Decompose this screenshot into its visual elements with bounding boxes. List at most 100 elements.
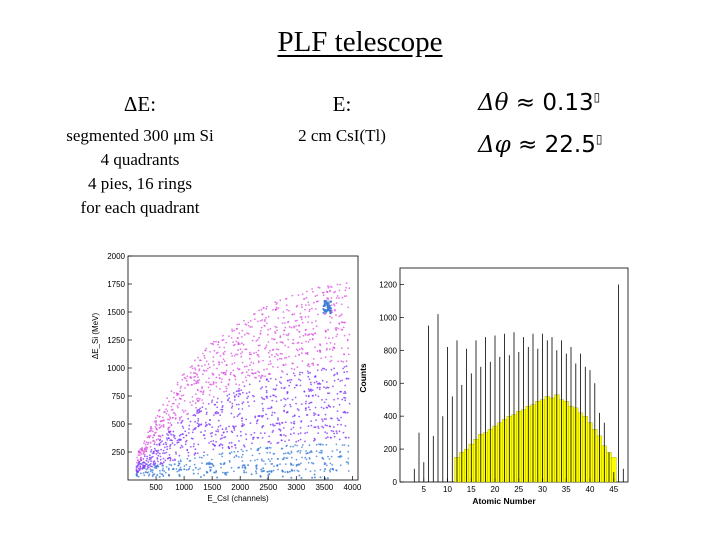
scatter-point <box>306 431 309 434</box>
scatter-point <box>245 371 248 374</box>
scatter-point <box>198 369 200 372</box>
scatter-point <box>156 457 159 459</box>
scatter-point <box>347 457 350 460</box>
scatter-point <box>159 458 162 461</box>
scatter-point <box>248 391 251 394</box>
scatter-point <box>290 326 293 329</box>
scatter-point <box>218 444 221 446</box>
scatter-point <box>176 405 179 407</box>
scatter-point <box>159 420 162 423</box>
scatter-point <box>286 308 288 311</box>
scatter-point <box>260 387 262 390</box>
scatter-point <box>258 309 260 312</box>
scatter-point <box>245 418 248 421</box>
scatter-point <box>181 425 184 428</box>
scatter-point <box>238 392 240 395</box>
scatter-point <box>206 454 209 456</box>
scatter-point <box>188 428 190 430</box>
delta-e-line: 4 quadrants <box>100 150 180 169</box>
scatter-point <box>221 339 224 342</box>
scatter-point <box>209 419 212 421</box>
scatter-point <box>162 457 165 460</box>
scatter-point <box>324 477 327 480</box>
scatter-point <box>231 405 234 408</box>
scatter-point <box>242 391 244 394</box>
scatter-point <box>280 387 283 389</box>
scatter-point <box>139 465 142 468</box>
scatter-point <box>221 428 224 431</box>
y-tick-label: 200 <box>384 445 398 454</box>
scatter-point <box>150 460 152 463</box>
scatter-point <box>204 430 207 432</box>
scatter-point <box>201 462 203 464</box>
scatter-point <box>326 301 329 304</box>
scatter-point <box>333 379 336 382</box>
scatter-point <box>241 342 243 345</box>
scatter-point <box>275 400 278 403</box>
scatter-point <box>327 328 329 331</box>
scatter-point <box>197 399 200 402</box>
scatter-point <box>335 314 337 317</box>
scatter-point <box>220 401 223 403</box>
scatter-point <box>258 380 261 383</box>
scatter-point <box>291 294 294 297</box>
theta-symbol: Δθ <box>478 90 509 116</box>
scatter-point <box>236 323 239 326</box>
scatter-point <box>297 433 300 435</box>
scatter-point <box>203 451 206 454</box>
scatter-point <box>323 418 326 420</box>
scatter-point <box>225 369 228 372</box>
scatter-point <box>305 340 307 343</box>
scatter-point <box>272 394 274 397</box>
scatter-point <box>143 451 145 454</box>
scatter-point <box>298 378 300 381</box>
scatter-point <box>327 299 329 301</box>
scatter-point <box>209 351 212 353</box>
scatter-point <box>149 462 152 465</box>
scatter-point <box>258 371 261 374</box>
scatter-point <box>308 304 310 306</box>
scatter-point <box>245 438 248 441</box>
scatter-point <box>147 435 150 437</box>
scatter-point <box>209 462 212 465</box>
scatter-point <box>270 442 272 445</box>
scatter-point <box>284 421 287 424</box>
scatter-point <box>275 353 278 355</box>
scatter-point <box>151 452 154 455</box>
scatter-point <box>288 355 290 358</box>
scatter-point <box>283 456 285 459</box>
scatter-point <box>332 385 334 388</box>
scatter-point <box>189 375 192 378</box>
scatter-point <box>329 425 332 428</box>
scatter-point <box>324 424 327 426</box>
y-tick-label: 400 <box>384 412 398 421</box>
scatter-point <box>307 334 309 337</box>
scatter-point <box>290 451 293 454</box>
scatter-point <box>319 343 321 345</box>
scatter-point <box>232 425 234 427</box>
scatter-point <box>135 474 138 477</box>
scatter-point <box>305 296 308 299</box>
scatter-point <box>249 326 252 328</box>
scatter-point <box>177 441 180 444</box>
scatter-point <box>343 295 346 298</box>
scatter-point <box>237 390 240 392</box>
scatter-point <box>146 436 149 439</box>
scatter-point <box>253 431 256 434</box>
scatter-point <box>322 367 324 370</box>
scatter-point <box>216 476 219 479</box>
scatter-point <box>345 461 348 464</box>
scatter-point <box>241 453 244 456</box>
scatter-point <box>342 431 345 434</box>
scatter-point <box>184 409 187 412</box>
scatter-point <box>225 427 228 429</box>
scatter-point <box>311 362 313 365</box>
scatter-point <box>204 437 206 440</box>
scatter-point <box>202 393 205 396</box>
scatter-point <box>264 375 266 378</box>
scatter-point <box>302 334 305 337</box>
x-tick-label: 2000 <box>231 483 249 492</box>
scatter-point <box>237 466 240 469</box>
scatter-point <box>231 355 234 357</box>
scatter-point <box>279 357 281 360</box>
